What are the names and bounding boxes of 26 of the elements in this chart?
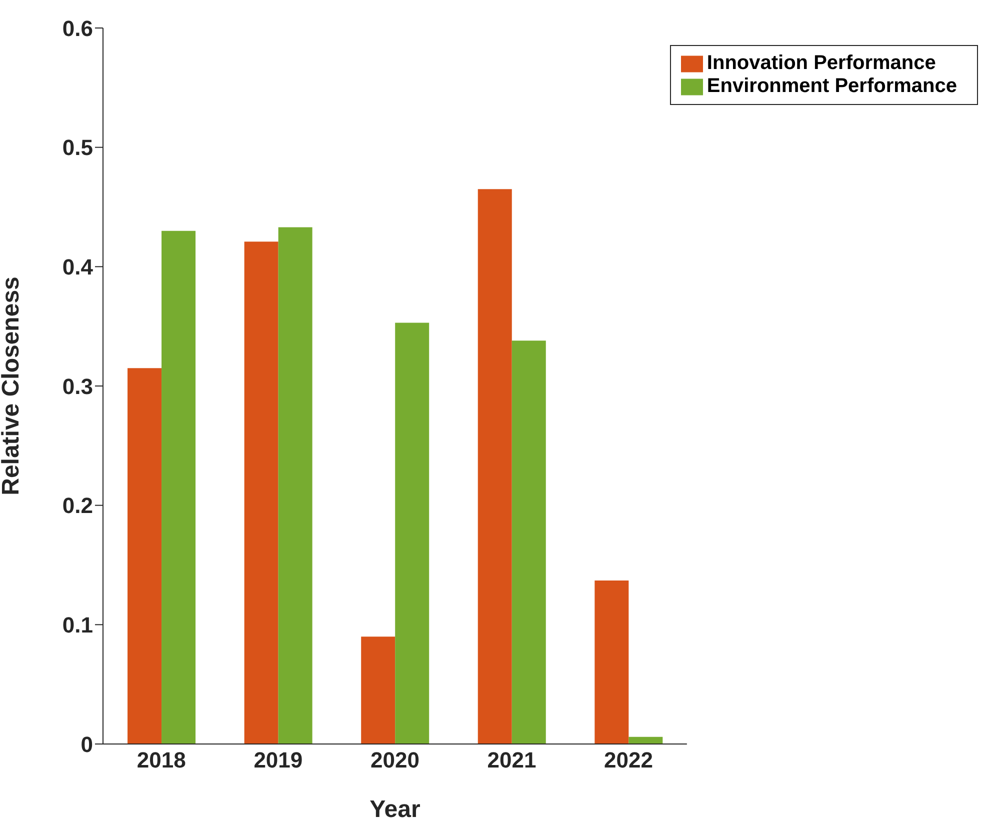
legend-label: Innovation Performance <box>706 52 936 74</box>
bar <box>628 736 663 744</box>
y-tick-label: 0.6 <box>62 16 93 41</box>
x-tick-label: 2022 <box>604 748 654 773</box>
x-tick-label: 2020 <box>370 748 420 773</box>
bar <box>244 242 278 744</box>
y-tick-label: 0.4 <box>62 254 94 280</box>
y-tick-label: 0.2 <box>62 493 93 518</box>
y-tick-label: 0.5 <box>62 135 93 160</box>
legend-label: Environment Performance <box>706 75 957 97</box>
y-tick-label: 0.1 <box>62 612 93 638</box>
bar <box>278 227 312 744</box>
bar <box>594 580 629 744</box>
x-tick-label: 2021 <box>487 748 536 773</box>
bar <box>162 230 196 744</box>
y-axis-title: Relative Closeness <box>0 276 25 496</box>
bar <box>395 322 430 744</box>
bar <box>128 368 162 744</box>
bar <box>478 189 512 744</box>
y-tick-label: 0.3 <box>62 374 93 399</box>
x-tick-label: 2018 <box>136 748 186 773</box>
y-tick-label: 0 <box>80 732 93 757</box>
bar <box>512 340 546 744</box>
x-tick-label: 2019 <box>254 748 303 773</box>
bar <box>361 636 396 744</box>
x-axis-title: Year <box>370 796 420 823</box>
